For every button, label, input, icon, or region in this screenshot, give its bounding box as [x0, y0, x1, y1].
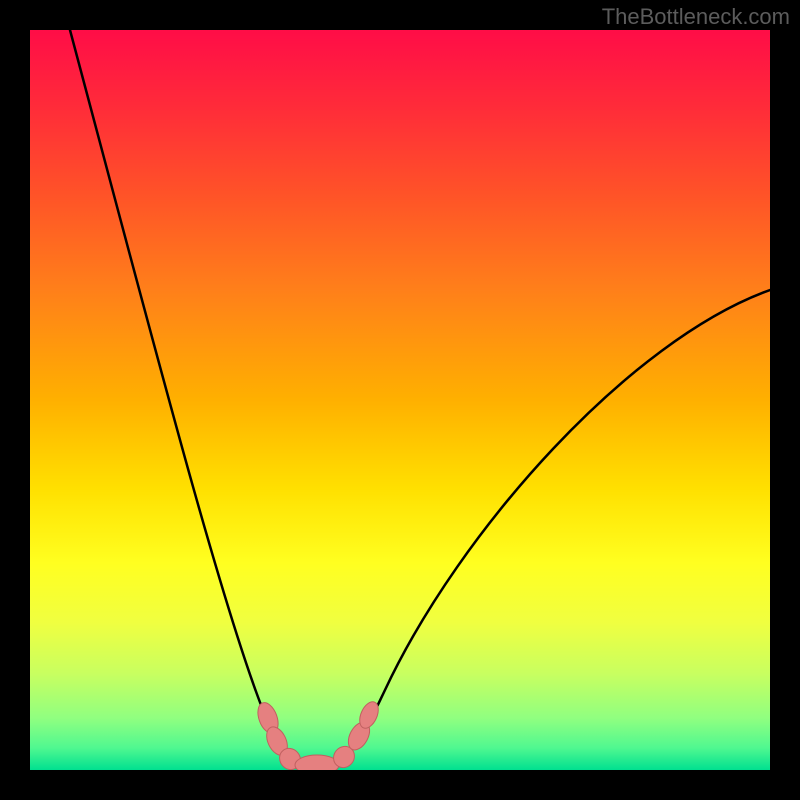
chart-plot-area — [30, 30, 770, 770]
watermark-text: TheBottleneck.com — [602, 4, 790, 30]
chart-svg — [30, 30, 770, 770]
